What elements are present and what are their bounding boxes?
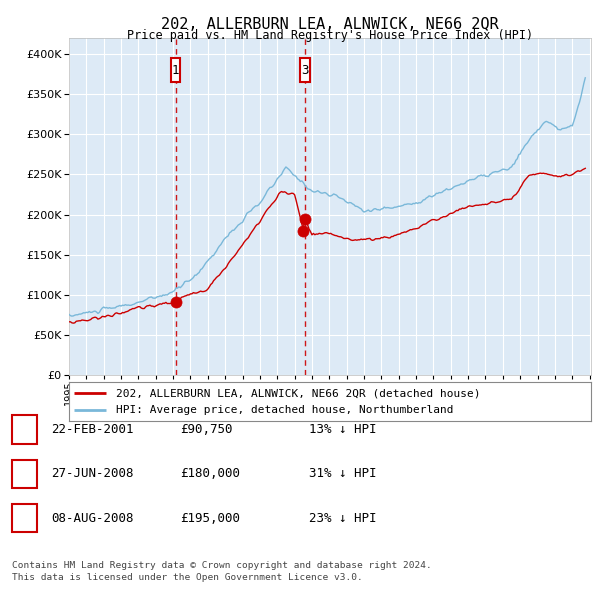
Text: £180,000: £180,000 — [180, 467, 240, 480]
Text: 1: 1 — [172, 64, 179, 77]
Text: 27-JUN-2008: 27-JUN-2008 — [51, 467, 133, 480]
Text: 2: 2 — [21, 467, 28, 480]
Text: HPI: Average price, detached house, Northumberland: HPI: Average price, detached house, Nort… — [116, 405, 454, 415]
Text: 08-AUG-2008: 08-AUG-2008 — [51, 512, 133, 525]
FancyBboxPatch shape — [171, 58, 181, 83]
Text: Contains HM Land Registry data © Crown copyright and database right 2024.: Contains HM Land Registry data © Crown c… — [12, 560, 432, 570]
Text: 202, ALLERBURN LEA, ALNWICK, NE66 2QR (detached house): 202, ALLERBURN LEA, ALNWICK, NE66 2QR (d… — [116, 388, 481, 398]
Text: This data is licensed under the Open Government Licence v3.0.: This data is licensed under the Open Gov… — [12, 572, 363, 582]
Text: 22-FEB-2001: 22-FEB-2001 — [51, 423, 133, 436]
Text: £195,000: £195,000 — [180, 512, 240, 525]
Text: Price paid vs. HM Land Registry's House Price Index (HPI): Price paid vs. HM Land Registry's House … — [127, 30, 533, 42]
Text: 3: 3 — [21, 512, 28, 525]
Text: £90,750: £90,750 — [180, 423, 233, 436]
Text: 3: 3 — [301, 64, 309, 77]
Text: 13% ↓ HPI: 13% ↓ HPI — [309, 423, 377, 436]
Text: 23% ↓ HPI: 23% ↓ HPI — [309, 512, 377, 525]
Text: 202, ALLERBURN LEA, ALNWICK, NE66 2QR: 202, ALLERBURN LEA, ALNWICK, NE66 2QR — [161, 17, 499, 31]
Text: 1: 1 — [21, 423, 28, 436]
Text: 31% ↓ HPI: 31% ↓ HPI — [309, 467, 377, 480]
FancyBboxPatch shape — [300, 58, 310, 83]
